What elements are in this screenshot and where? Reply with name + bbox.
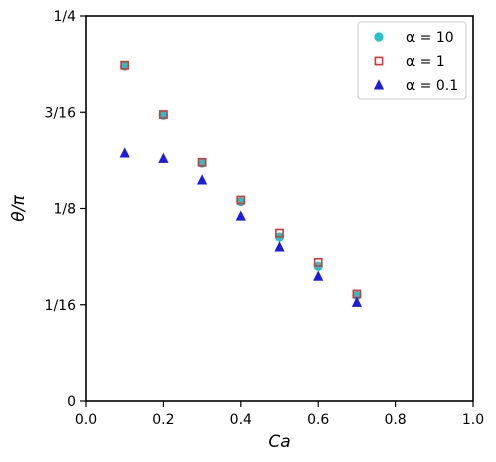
y-tick-label: 0 (67, 394, 76, 410)
x-tick-label: 1.0 (462, 412, 484, 428)
y-tick-label: 1/8 (53, 202, 76, 218)
x-tick-label: 0.2 (152, 412, 174, 428)
data-point (235, 210, 246, 221)
y-axis-label: θ/π (9, 195, 29, 222)
data-point (120, 60, 130, 70)
data-point (236, 195, 246, 205)
series-2 (119, 147, 362, 307)
data-point (351, 296, 362, 307)
data-point (159, 110, 168, 119)
axis-ticks: 0.0 0.2 0.4 0.6 0.8 1.0 0 1/16 1/8 3/16 1/4 (45, 9, 485, 428)
plot-marks (119, 60, 362, 307)
y-tick-label: 1/4 (53, 9, 76, 25)
data-point (313, 257, 323, 267)
data-point (313, 270, 324, 281)
data-point (197, 174, 208, 185)
legend-marker (374, 32, 384, 42)
legend: α = 10 α = 1 α = 0.1 (357, 21, 467, 100)
x-axis-label: Ca (268, 432, 290, 452)
x-tick-label: 0.6 (307, 412, 329, 428)
legend-label: α = 0.1 (406, 78, 458, 94)
legend-marker (373, 79, 385, 90)
x-tick-label: 0.8 (384, 412, 406, 428)
legend-label: α = 1 (406, 54, 445, 70)
legend-label: α = 10 (406, 30, 454, 46)
x-tick-label: 0.0 (75, 412, 97, 428)
series-0 (120, 61, 362, 301)
data-point (275, 228, 284, 238)
y-tick-label: 3/16 (45, 105, 77, 121)
data-point (197, 157, 207, 167)
legend-marker (374, 56, 384, 66)
x-tick-label: 0.4 (230, 412, 252, 428)
legend-frame (357, 21, 467, 100)
data-point (158, 152, 169, 163)
data-point (119, 147, 130, 158)
data-point (274, 241, 285, 252)
series-1 (120, 60, 362, 299)
y-tick-label: 1/16 (45, 298, 77, 314)
